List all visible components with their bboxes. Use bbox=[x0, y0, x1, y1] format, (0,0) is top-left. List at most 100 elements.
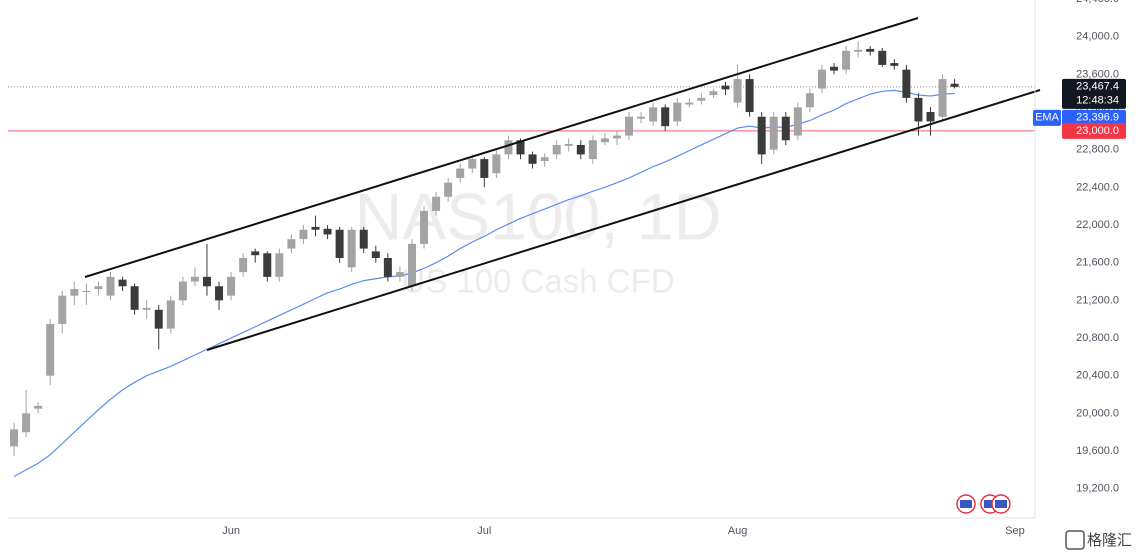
candle-body bbox=[371, 251, 380, 258]
x-tick-label: Jun bbox=[222, 525, 240, 537]
y-tick-label: 24,000.0 bbox=[1076, 31, 1119, 43]
candle-body bbox=[432, 196, 441, 211]
candle-body bbox=[166, 300, 175, 329]
candle-body bbox=[504, 140, 513, 155]
candle-body bbox=[190, 276, 199, 282]
y-tick-label: 22,400.0 bbox=[1076, 181, 1119, 193]
flag-icon bbox=[995, 500, 1007, 508]
candle-body bbox=[58, 295, 67, 324]
y-tick-label: 20,000.0 bbox=[1076, 407, 1119, 419]
candle-body bbox=[926, 112, 935, 122]
candle-body bbox=[492, 154, 501, 174]
x-tick-label: Sep bbox=[1005, 525, 1025, 537]
candle-body bbox=[335, 229, 344, 258]
watermark-title: NAS100, 1D bbox=[355, 179, 722, 253]
candle-body bbox=[805, 93, 814, 108]
candle-body bbox=[444, 182, 453, 197]
candle-body bbox=[637, 116, 646, 119]
candle-body bbox=[468, 159, 477, 169]
y-tick-label: 24,400.0 bbox=[1076, 0, 1119, 5]
last-price-tag bbox=[1062, 78, 1126, 109]
x-tick-label: Aug bbox=[728, 525, 748, 537]
candle-body bbox=[323, 228, 332, 235]
candle-body bbox=[673, 102, 682, 122]
y-tick-label: 19,600.0 bbox=[1076, 445, 1119, 457]
candle-body bbox=[842, 50, 851, 70]
candle-body bbox=[251, 251, 260, 256]
candle-body bbox=[299, 229, 308, 240]
footer-logo: 格隆汇 bbox=[1065, 530, 1132, 550]
candle-body bbox=[10, 429, 19, 447]
candle-body bbox=[745, 79, 754, 113]
level-label: 23,000.0 bbox=[1076, 125, 1119, 137]
candle-body bbox=[685, 102, 694, 105]
candle-body bbox=[938, 79, 947, 117]
candle-body bbox=[142, 307, 151, 310]
candle-body bbox=[902, 69, 911, 98]
candle-body bbox=[625, 116, 634, 136]
ema-name-tag bbox=[1033, 109, 1061, 126]
candle-body bbox=[854, 49, 863, 52]
candle-body bbox=[950, 83, 959, 87]
candle-body bbox=[552, 144, 561, 155]
candle-body bbox=[178, 281, 187, 301]
y-tick-label: 19,200.0 bbox=[1076, 483, 1119, 495]
candle-body bbox=[564, 144, 573, 146]
watermark: NAS100, 1D US 100 Cash CFD bbox=[355, 179, 722, 299]
candle-body bbox=[516, 140, 525, 155]
candle-body bbox=[239, 258, 248, 273]
candle-body bbox=[480, 159, 489, 178]
candle-body bbox=[540, 157, 549, 161]
x-tick-label: Jul bbox=[477, 525, 491, 537]
ema-value-label: 23,396.9 bbox=[1076, 112, 1119, 124]
y-tick-label: 20,400.0 bbox=[1076, 370, 1119, 382]
flag-icon bbox=[984, 500, 996, 508]
candle-body bbox=[82, 290, 91, 292]
ema-name: EMA bbox=[1035, 112, 1060, 124]
candle-body bbox=[890, 63, 899, 66]
candle-body bbox=[215, 286, 224, 301]
candle-body bbox=[263, 253, 272, 277]
candle-body bbox=[275, 253, 284, 277]
candle-body bbox=[118, 279, 127, 287]
candle-body bbox=[600, 138, 609, 143]
candle-body bbox=[830, 66, 839, 71]
logo-icon bbox=[1065, 530, 1085, 550]
candle-body bbox=[22, 413, 31, 433]
candle-body bbox=[866, 48, 875, 52]
candle-body bbox=[709, 91, 718, 96]
candle-body bbox=[287, 239, 296, 249]
y-tick-label: 21,200.0 bbox=[1076, 294, 1119, 306]
candle-body bbox=[588, 140, 597, 160]
candle-body bbox=[456, 168, 465, 178]
candle-body bbox=[130, 286, 139, 310]
candle-body bbox=[359, 229, 368, 249]
candle-body bbox=[227, 276, 236, 296]
candle-body bbox=[612, 135, 621, 139]
flags bbox=[956, 494, 1011, 514]
candle-body bbox=[576, 144, 585, 155]
candle-body bbox=[733, 79, 742, 103]
candle-body bbox=[878, 50, 887, 65]
candle-body bbox=[420, 210, 429, 244]
y-tick-label: 22,800.0 bbox=[1076, 144, 1119, 156]
candle-body bbox=[721, 85, 730, 90]
last-price-label: 23,467.4 bbox=[1076, 81, 1119, 93]
candle-body bbox=[781, 116, 790, 141]
candle-body bbox=[793, 107, 802, 136]
candle-body bbox=[202, 276, 211, 287]
candle-body bbox=[311, 226, 320, 230]
y-tick-label: 22,000.0 bbox=[1076, 219, 1119, 231]
level-tag bbox=[1062, 122, 1126, 139]
candle-body bbox=[34, 405, 43, 409]
candle-body bbox=[407, 243, 416, 287]
candle-body bbox=[769, 116, 778, 150]
candle-body bbox=[661, 107, 670, 127]
candle-body bbox=[94, 286, 103, 290]
channel-upper bbox=[84, 17, 919, 278]
candle-body bbox=[154, 309, 163, 329]
candle-body bbox=[70, 289, 79, 296]
